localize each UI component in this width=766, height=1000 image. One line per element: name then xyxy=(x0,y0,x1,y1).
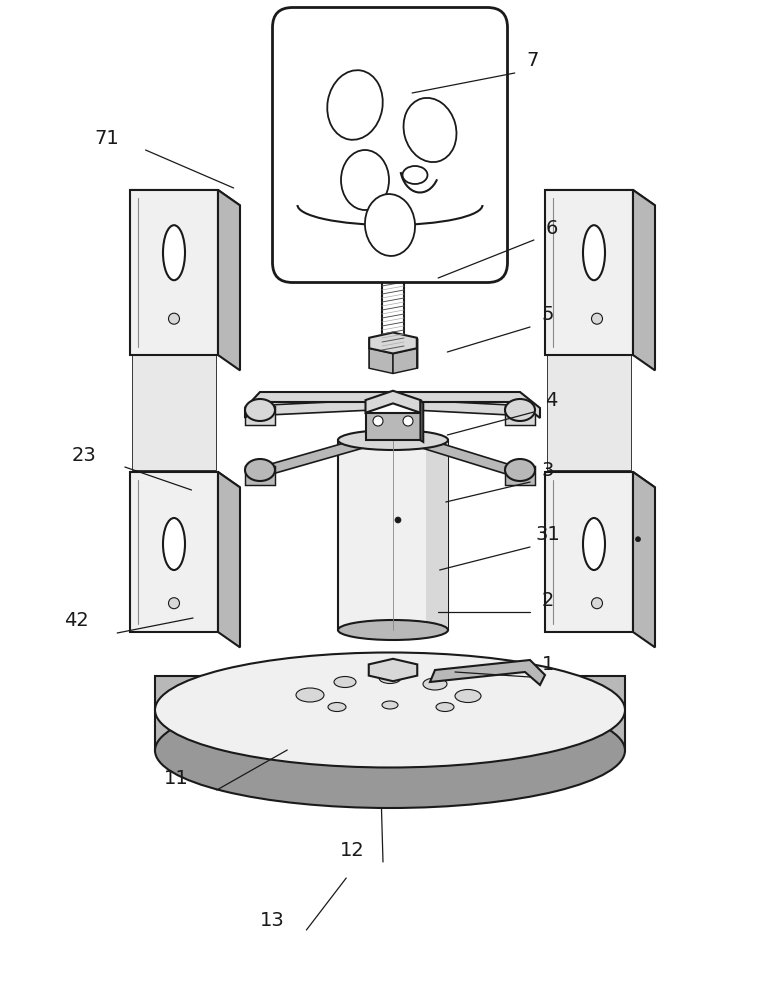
Text: 42: 42 xyxy=(64,610,89,630)
Polygon shape xyxy=(130,190,218,355)
Ellipse shape xyxy=(591,313,603,324)
Ellipse shape xyxy=(373,416,383,426)
Polygon shape xyxy=(426,440,448,630)
Polygon shape xyxy=(411,435,512,475)
Polygon shape xyxy=(633,472,655,647)
Ellipse shape xyxy=(341,150,389,210)
Polygon shape xyxy=(267,435,375,475)
Ellipse shape xyxy=(436,702,454,712)
Polygon shape xyxy=(547,353,631,470)
Text: 6: 6 xyxy=(545,219,558,237)
Polygon shape xyxy=(545,472,633,632)
Ellipse shape xyxy=(423,678,447,690)
Ellipse shape xyxy=(636,537,640,542)
Text: 1: 1 xyxy=(542,656,554,675)
Ellipse shape xyxy=(455,690,481,702)
Polygon shape xyxy=(132,353,216,470)
Text: 4: 4 xyxy=(545,390,558,410)
Ellipse shape xyxy=(583,518,605,570)
Text: 12: 12 xyxy=(340,840,365,859)
Ellipse shape xyxy=(338,430,448,450)
Text: 71: 71 xyxy=(95,128,119,147)
Polygon shape xyxy=(369,332,417,354)
Ellipse shape xyxy=(583,225,605,280)
Polygon shape xyxy=(413,400,510,415)
Polygon shape xyxy=(393,348,417,373)
Ellipse shape xyxy=(505,399,535,421)
Polygon shape xyxy=(130,190,240,205)
Polygon shape xyxy=(421,400,424,442)
Text: 3: 3 xyxy=(542,460,554,480)
Text: 2: 2 xyxy=(542,590,554,609)
Ellipse shape xyxy=(591,598,603,609)
Polygon shape xyxy=(245,466,275,485)
Ellipse shape xyxy=(379,672,401,684)
Ellipse shape xyxy=(327,70,383,140)
Text: 23: 23 xyxy=(72,446,97,465)
Polygon shape xyxy=(245,406,275,425)
Polygon shape xyxy=(430,660,545,685)
Polygon shape xyxy=(368,659,417,681)
Ellipse shape xyxy=(163,225,185,280)
Ellipse shape xyxy=(402,166,427,184)
Ellipse shape xyxy=(382,701,398,709)
Text: 11: 11 xyxy=(164,768,188,788)
Polygon shape xyxy=(545,190,655,205)
Polygon shape xyxy=(545,472,655,487)
Ellipse shape xyxy=(338,620,448,640)
Ellipse shape xyxy=(505,459,535,481)
Polygon shape xyxy=(369,348,393,373)
Ellipse shape xyxy=(395,517,401,523)
Ellipse shape xyxy=(163,518,185,570)
Ellipse shape xyxy=(245,459,275,481)
Polygon shape xyxy=(505,406,535,425)
Ellipse shape xyxy=(328,702,346,712)
Polygon shape xyxy=(130,472,240,487)
Ellipse shape xyxy=(296,688,324,702)
Ellipse shape xyxy=(155,693,625,808)
Polygon shape xyxy=(218,472,240,647)
Text: 7: 7 xyxy=(526,50,538,70)
Polygon shape xyxy=(268,400,373,415)
Polygon shape xyxy=(338,440,448,630)
Ellipse shape xyxy=(155,652,625,768)
Text: 31: 31 xyxy=(535,526,560,544)
FancyBboxPatch shape xyxy=(273,7,508,282)
Ellipse shape xyxy=(334,676,356,688)
Ellipse shape xyxy=(404,98,457,162)
Text: 13: 13 xyxy=(260,911,284,930)
Polygon shape xyxy=(245,392,540,418)
Ellipse shape xyxy=(365,194,415,256)
Polygon shape xyxy=(218,190,240,370)
Polygon shape xyxy=(155,676,625,750)
Polygon shape xyxy=(633,190,655,370)
Polygon shape xyxy=(545,190,633,355)
Polygon shape xyxy=(505,466,535,485)
Text: 5: 5 xyxy=(542,306,554,324)
Ellipse shape xyxy=(403,416,413,426)
Polygon shape xyxy=(365,413,421,440)
Ellipse shape xyxy=(245,399,275,421)
Ellipse shape xyxy=(169,313,179,324)
Polygon shape xyxy=(365,391,421,413)
Ellipse shape xyxy=(169,598,179,609)
Polygon shape xyxy=(130,472,218,632)
